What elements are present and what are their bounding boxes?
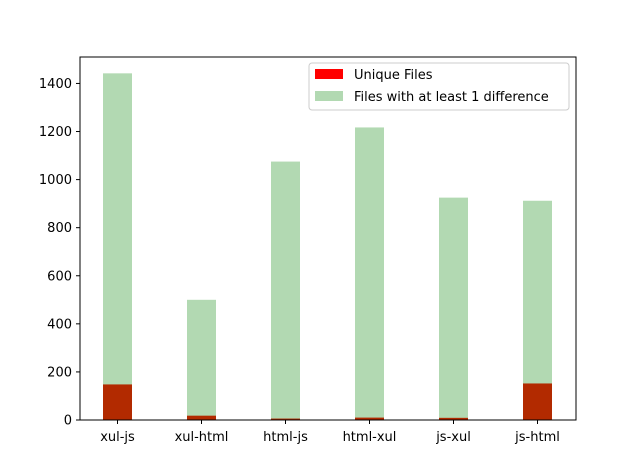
bar-unique-xul-js: [103, 384, 132, 420]
legend-swatch-unique-files: [315, 69, 343, 79]
x-axis: xul-js xul-html html-js html-xul js-xul js-ht…: [100, 420, 560, 445]
bar-unique-js-html: [523, 383, 552, 420]
axes-layer: [79, 56, 577, 421]
legend-label-files-with-difference: Files with at least 1 difference: [354, 90, 549, 105]
y-tick-label: 1200: [39, 125, 72, 140]
y-tick-label: 200: [47, 365, 72, 380]
x-tick-label: xul-js: [100, 430, 135, 445]
bar-difference-html-xul: [355, 127, 384, 420]
y-tick-label: 400: [47, 317, 72, 332]
x-tick-label: html-xul: [343, 430, 397, 445]
bars-layer: [103, 73, 552, 421]
bar-unique-xul-html: [187, 415, 216, 420]
bar-unique-html-xul: [355, 417, 384, 420]
bar-difference-js-xul: [439, 197, 468, 420]
bar-unique-html-js: [271, 418, 300, 420]
y-axis: 0 200 400 600 800 1000 1200 1400: [39, 77, 80, 429]
bar-unique-js-xul: [439, 417, 468, 420]
legend-swatch-files-with-difference: [315, 91, 343, 101]
bar-difference-html-js: [271, 161, 300, 420]
y-tick-label: 0: [64, 414, 72, 429]
y-tick-label: 600: [47, 269, 72, 284]
bar-difference-xul-js: [103, 73, 132, 421]
y-tick-label: 800: [47, 221, 72, 236]
y-tick-label: 1000: [39, 173, 72, 188]
x-tick-label: js-html: [514, 430, 560, 445]
plot-frame: [79, 56, 577, 421]
legend-label-unique-files: Unique Files: [354, 68, 433, 83]
legend: Unique Files Files with at least 1 diffe…: [308, 62, 570, 111]
x-tick-label: js-xul: [435, 430, 471, 445]
x-tick-label: xul-html: [175, 430, 229, 445]
legend-box: [308, 62, 570, 111]
x-tick-label: html-js: [263, 430, 308, 445]
y-tick-label: 1400: [39, 77, 72, 92]
bar-difference-xul-html: [187, 299, 216, 420]
